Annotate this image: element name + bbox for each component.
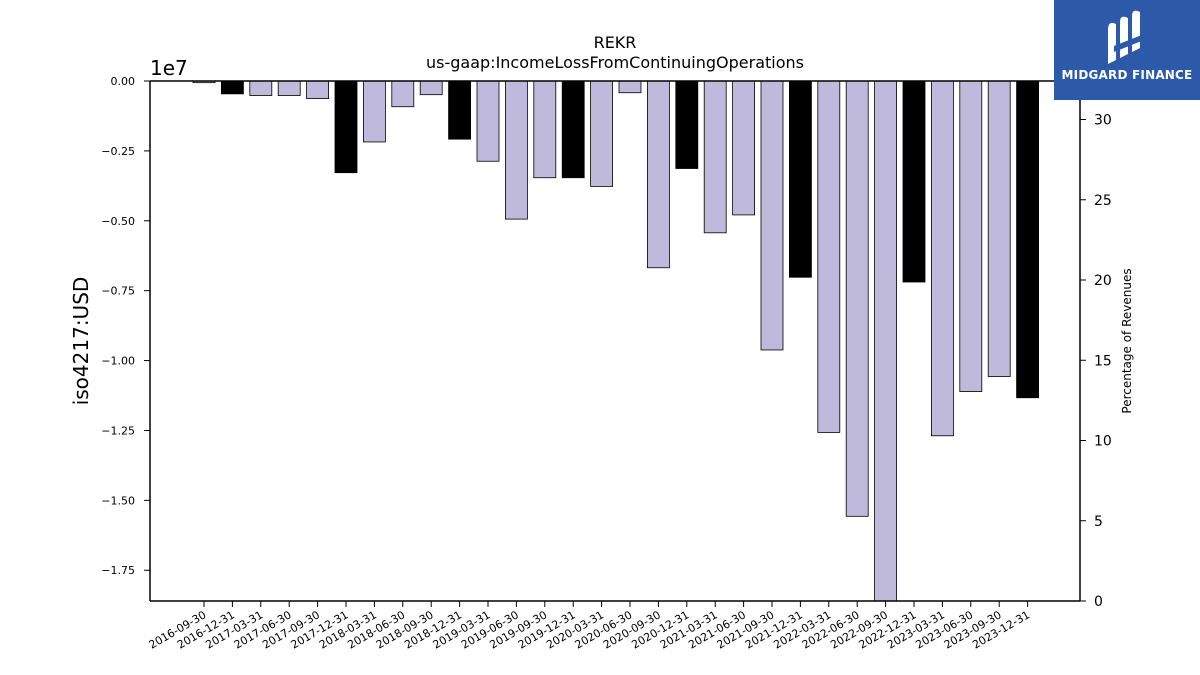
y-tick-label: −1.25 — [101, 424, 135, 437]
bar-2022-06-30 — [845, 80, 869, 517]
bar-2019-03-31 — [476, 80, 500, 162]
y-tick-label: −0.50 — [101, 215, 135, 228]
bars-group — [192, 80, 1039, 602]
bar-2018-09-30 — [419, 80, 443, 96]
logo-mark-icon — [1108, 10, 1144, 64]
logo-text: MIDGARD FINANCE — [1061, 68, 1193, 82]
midgard-finance-logo: MIDGARD FINANCE — [1054, 0, 1200, 100]
y2-tick-label: 5 — [1094, 514, 1103, 530]
bar-2020-09-30 — [647, 80, 670, 269]
y2-tick-label: 15 — [1094, 353, 1112, 369]
bar-2019-06-30 — [504, 80, 528, 220]
bar-2017-06-30 — [277, 80, 301, 96]
bar-2018-06-30 — [391, 80, 415, 108]
bar-2021-12-31 — [789, 80, 812, 278]
y-axis-label: iso4217:USD — [69, 277, 93, 406]
bar-2022-03-31 — [817, 80, 841, 433]
bar-2021-09-30 — [760, 80, 784, 351]
bar-2023-12-31 — [1016, 80, 1039, 399]
bar-2023-09-30 — [987, 80, 1011, 377]
x-ticks-group: 2016-09-302016-12-312017-03-312017-06-30… — [147, 601, 1032, 652]
bar-2019-09-30 — [533, 80, 557, 179]
bar-2017-12-31 — [334, 80, 358, 174]
y2-axis-label: Percentage of Revenues — [1120, 268, 1134, 413]
bar-2022-12-31 — [902, 80, 926, 283]
bar-2022-09-30 — [874, 80, 897, 602]
bar-2018-12-31 — [448, 80, 472, 140]
y2-ticks-group: 0 5 10 15 20 25 30 — [1080, 113, 1112, 610]
y-tick-label: −0.75 — [101, 285, 135, 298]
chart-subtitle: us-gaap:IncomeLossFromContinuingOperatio… — [426, 53, 804, 72]
bar-2021-03-31 — [703, 80, 727, 234]
y-tick-label: −0.25 — [101, 145, 135, 158]
bar-2019-12-31 — [561, 80, 585, 179]
bar-2017-03-31 — [249, 80, 273, 96]
y2-tick-label: 30 — [1094, 113, 1112, 129]
y-tick-label: −1.50 — [101, 494, 135, 507]
bar-2020-06-30 — [618, 80, 642, 94]
bar-2020-12-31 — [675, 80, 699, 169]
bar-2023-03-31 — [931, 80, 954, 437]
y2-tick-label: 0 — [1094, 594, 1103, 610]
y2-tick-label: 20 — [1094, 273, 1112, 289]
y2-tick-label: 10 — [1094, 434, 1112, 450]
y-ticks-group: 0.00 −0.25 −0.50 −0.75 −1.00 −1.25 −1.50 −1.75 — [101, 75, 150, 577]
bar-2016-12-31 — [220, 80, 244, 95]
bar-2017-09-30 — [306, 80, 330, 100]
bar-2023-06-30 — [959, 80, 983, 393]
y-tick-label: −1.00 — [101, 355, 135, 368]
y-tick-label: −1.75 — [101, 564, 135, 577]
y-tick-label: 0.00 — [111, 75, 136, 88]
chart-title: REKR — [594, 33, 637, 52]
y2-tick-label: 25 — [1094, 193, 1112, 209]
bar-2018-03-31 — [362, 80, 386, 143]
bar-2021-06-30 — [732, 80, 755, 216]
bar-2020-03-31 — [590, 80, 613, 187]
y-offset-text: 1e7 — [150, 56, 188, 80]
